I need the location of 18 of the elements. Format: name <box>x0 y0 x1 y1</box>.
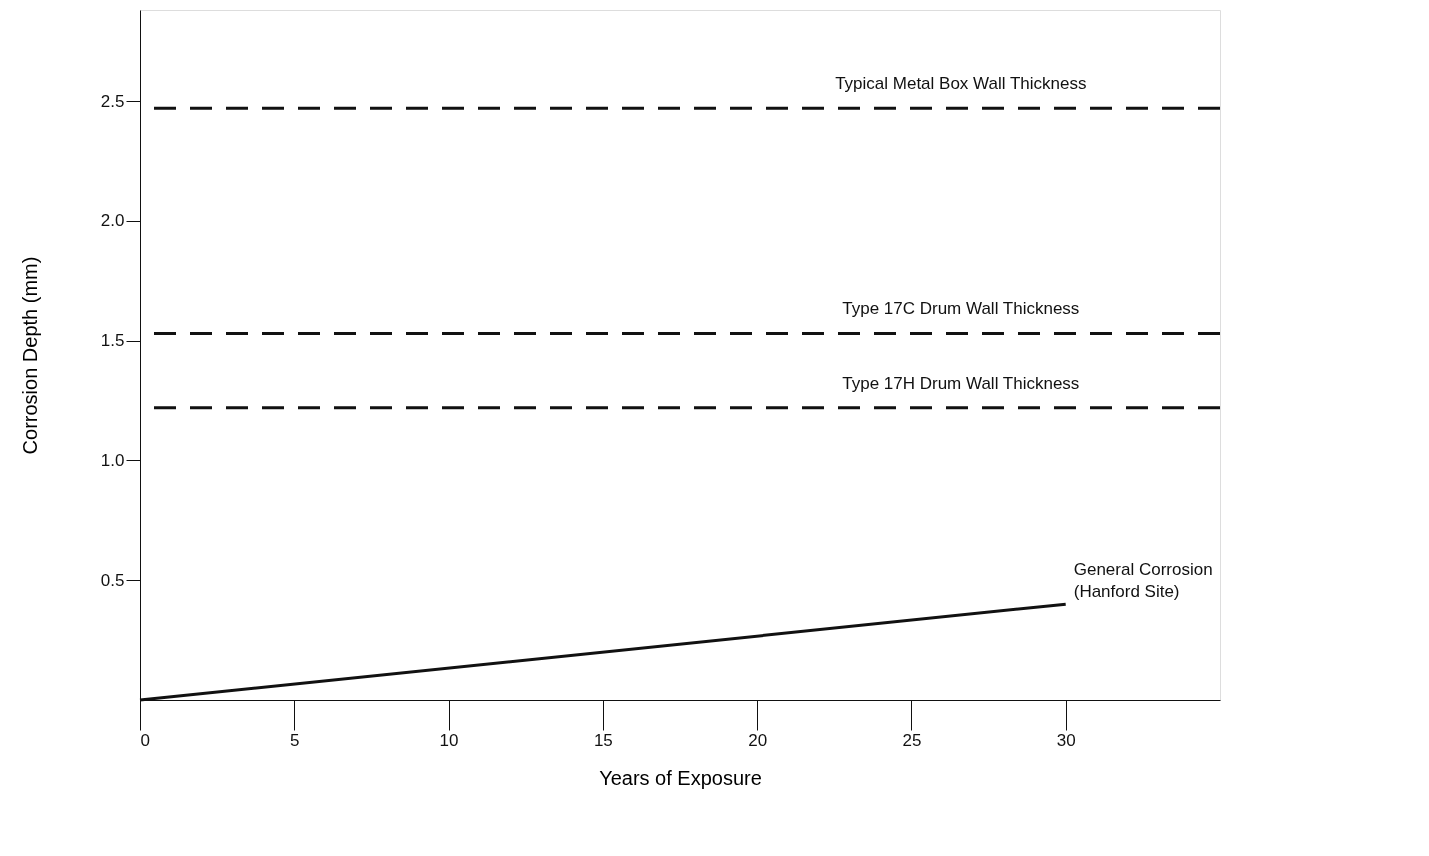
y-tick-label: 2.0 <box>100 211 125 231</box>
x-axis-title: Years of Exposure <box>599 766 762 789</box>
x-tick-label: 10 <box>439 730 459 750</box>
y-tick-label: 2.5 <box>100 91 125 111</box>
ref-line-label: Type 17H Drum Wall Thickness <box>842 373 1080 393</box>
y-axis-title: Corrosion Depth (mm) <box>18 256 41 455</box>
x-tick-label: 5 <box>290 730 300 750</box>
ref-line-label: Type 17C Drum Wall Thickness <box>842 299 1080 319</box>
x-tick-label: 25 <box>902 730 922 750</box>
x-tick-label: 20 <box>748 730 768 750</box>
annotation: General Corrosion (Hanford Site) <box>1073 560 1213 602</box>
x-tick-label: 30 <box>1056 730 1076 750</box>
y-tick-label: 0.5 <box>100 570 125 590</box>
x-tick-label: 0 <box>140 730 150 750</box>
x-tick-label: 15 <box>593 730 613 750</box>
y-tick-label: 1.5 <box>100 331 125 351</box>
ref-line-label: Typical Metal Box Wall Thickness <box>835 74 1087 94</box>
y-tick-label: 1.0 <box>100 450 125 470</box>
